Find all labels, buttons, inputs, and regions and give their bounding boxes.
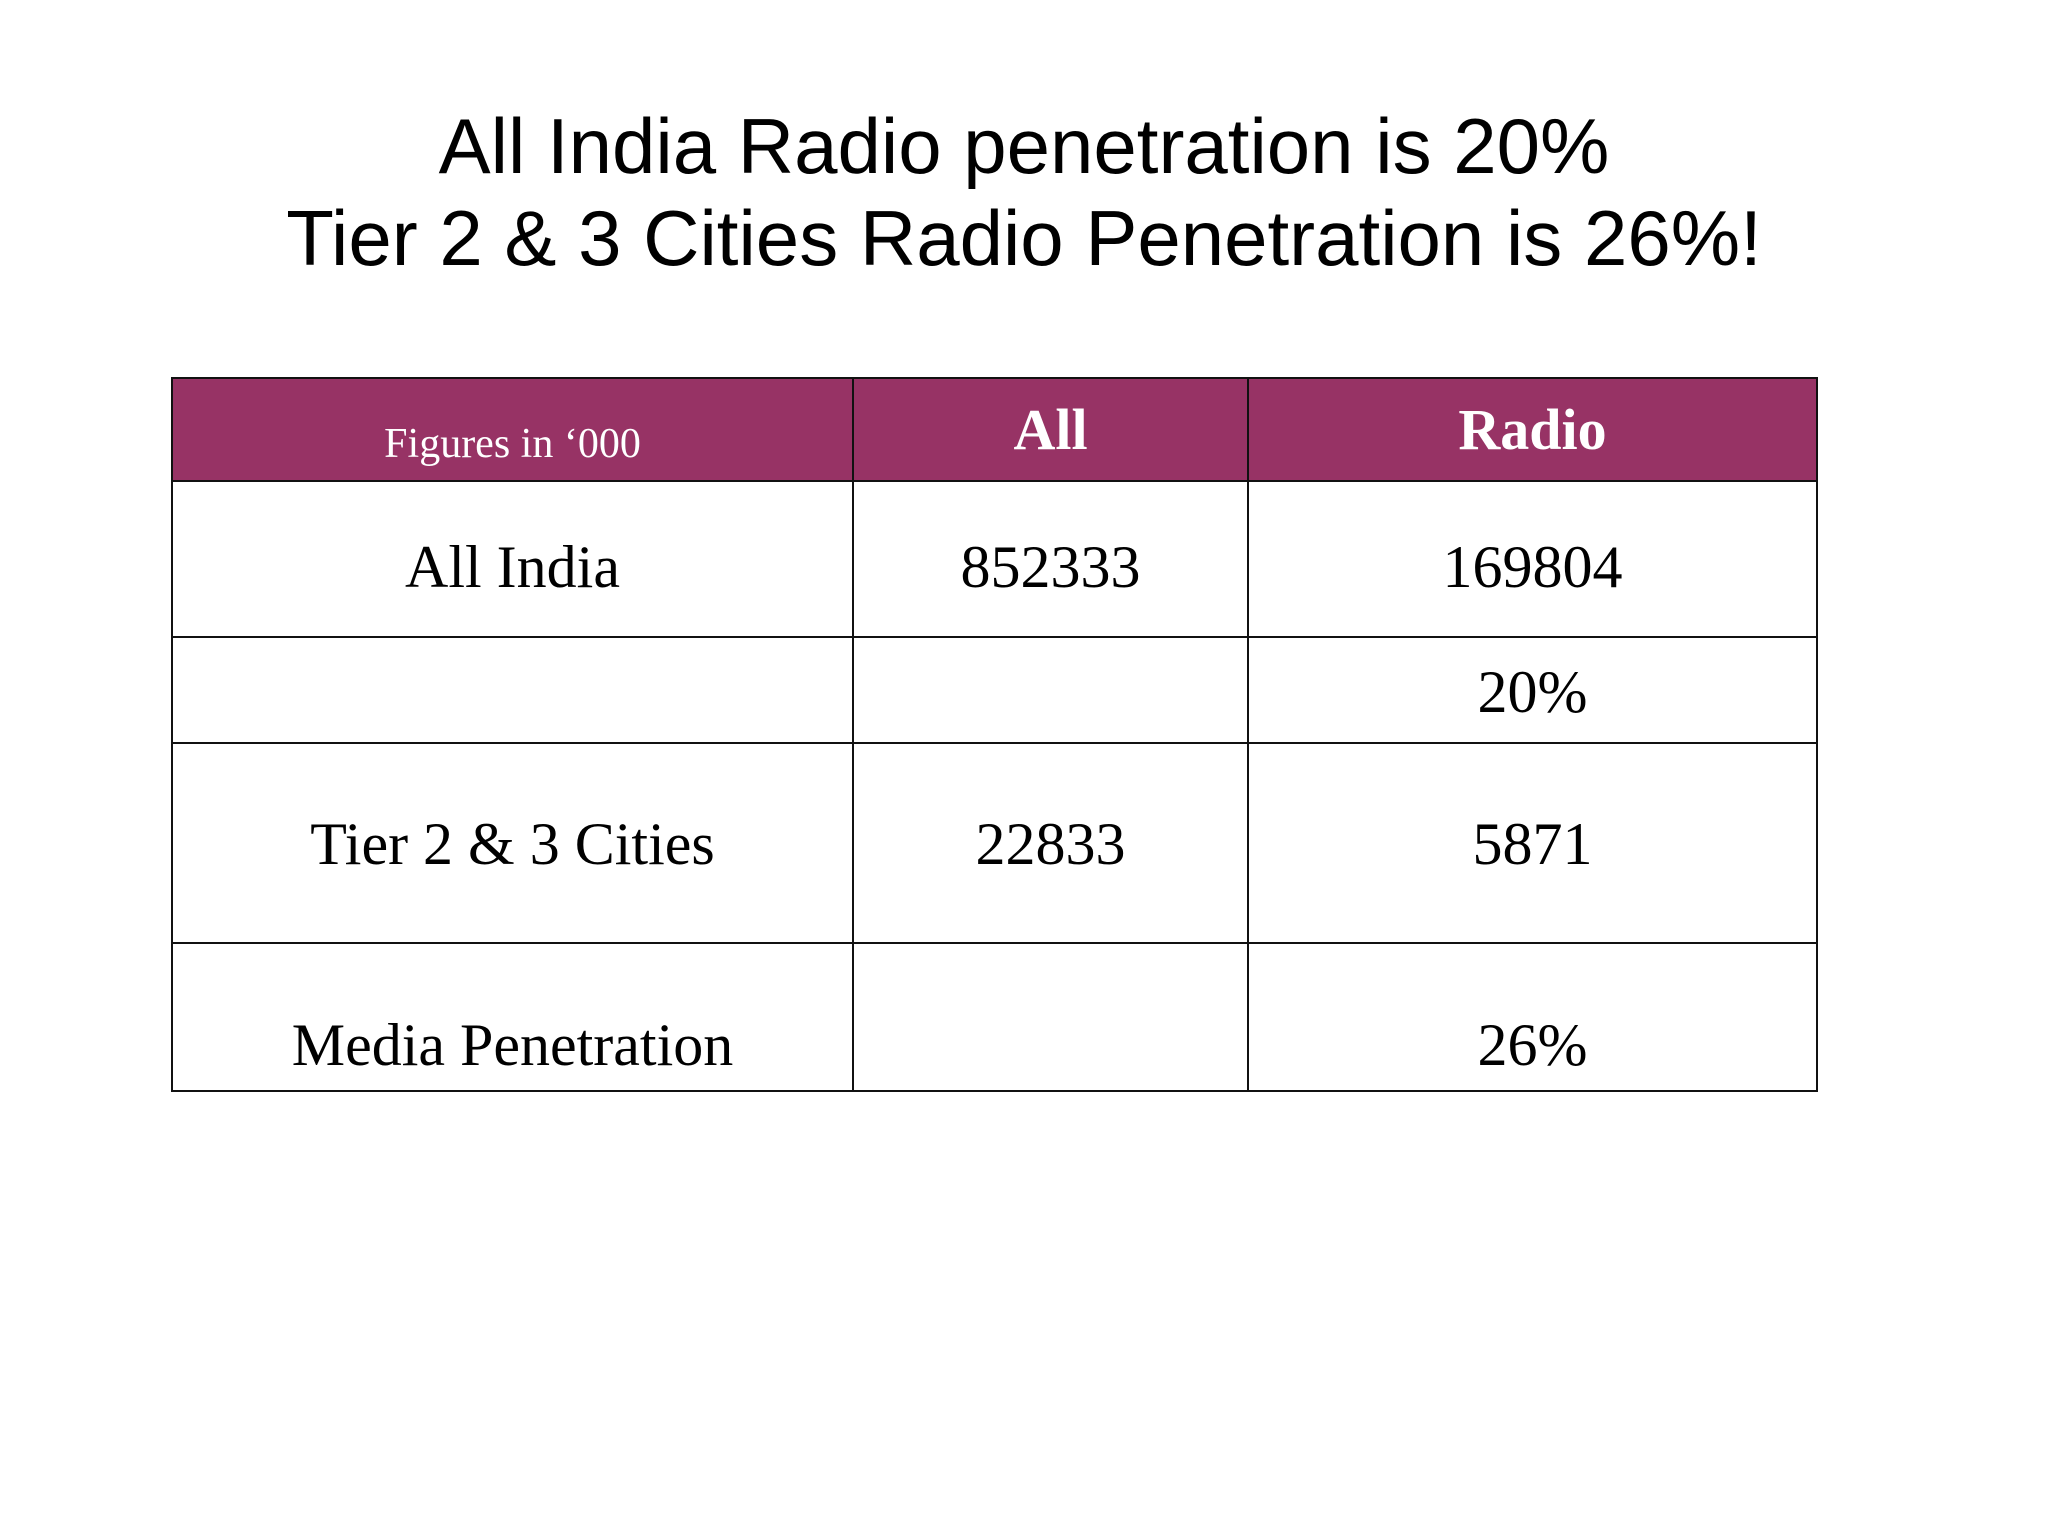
header-figures-note-cell: Figures in ‘000 xyxy=(171,377,854,482)
column-header-all: All xyxy=(1013,397,1088,462)
table-row-media-penetration: Media Penetration 26% xyxy=(171,942,1818,1092)
row-label-tier-cities: Tier 2 & 3 Cities xyxy=(171,742,854,944)
empty-all-cell xyxy=(852,636,1249,744)
table-row-all-india: All India 852333 169804 xyxy=(171,480,1818,638)
row-label-media-penetration: Media Penetration xyxy=(171,942,854,1092)
tier-cities-all-value: 22833 xyxy=(852,742,1249,944)
title-line-1: All India Radio penetration is 20% xyxy=(438,102,1610,190)
column-header-radio: Radio xyxy=(1458,397,1607,462)
radio-penetration-table: Figures in ‘000 All Radio All India 8523… xyxy=(171,377,1818,1092)
title-line-2: Tier 2 & 3 Cities Radio Penetration is 2… xyxy=(286,194,1762,282)
tier-cities-radio-value: 5871 xyxy=(1247,742,1818,944)
header-all-cell: All xyxy=(852,377,1249,482)
all-india-radio-penetration: 20% xyxy=(1247,636,1818,744)
media-penetration-all-cell xyxy=(852,942,1249,1092)
tier-cities-radio-penetration: 26% xyxy=(1247,942,1818,1092)
row-label-all-india: All India xyxy=(171,480,854,638)
all-india-radio-value: 169804 xyxy=(1247,480,1818,638)
all-india-all-value: 852333 xyxy=(852,480,1249,638)
figures-note: Figures in ‘000 xyxy=(384,420,641,467)
table-header-row: Figures in ‘000 All Radio xyxy=(171,377,1818,482)
slide-title: All India Radio penetration is 20% Tier … xyxy=(0,100,2048,284)
table-row-all-india-penetration: 20% xyxy=(171,636,1818,744)
empty-label-cell xyxy=(171,636,854,744)
table-row-tier-cities: Tier 2 & 3 Cities 22833 5871 xyxy=(171,742,1818,944)
header-radio-cell: Radio xyxy=(1247,377,1818,482)
